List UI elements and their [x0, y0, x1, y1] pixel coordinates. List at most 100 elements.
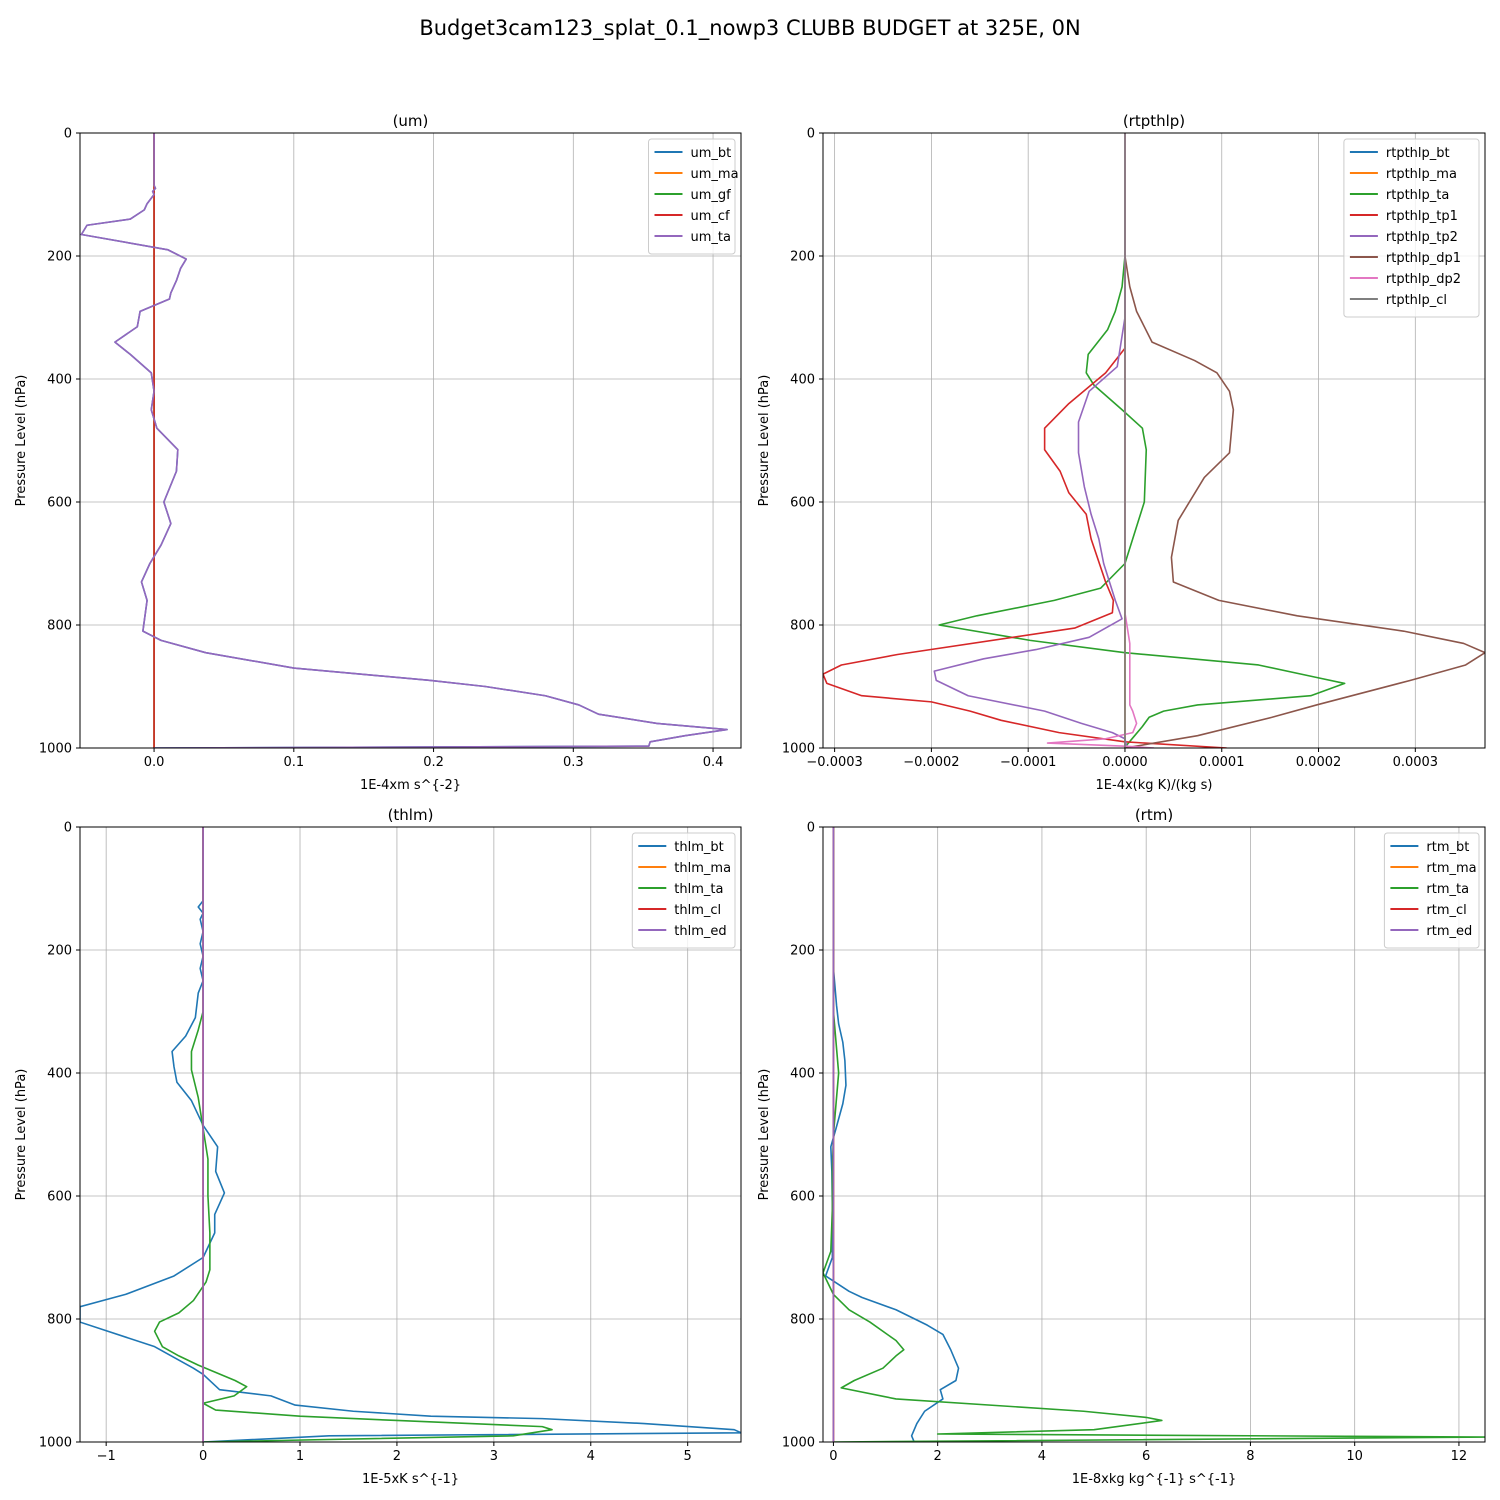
y-tick-label: 1000	[39, 1436, 72, 1451]
legend-label-rtpthlp_cl: rtpthlp_cl	[1386, 293, 1447, 308]
x-tick-label: 0.0	[144, 755, 165, 770]
legend-label-rtm_ma: rtm_ma	[1426, 861, 1476, 876]
y-tick-label: 0	[807, 821, 815, 836]
axes-frame	[79, 826, 742, 1443]
legend-label-rtm_ta: rtm_ta	[1426, 882, 1469, 897]
legend-box	[1343, 138, 1480, 318]
y-tick-label: 800	[790, 1313, 815, 1328]
legend-label-rtm_ed: rtm_ed	[1426, 924, 1472, 939]
legend: rtm_bt rtm_ma rtm_ta rtm_cl rtm_ed	[1383, 832, 1480, 949]
y-axis-label: Pressure Level (hPa)	[14, 375, 29, 507]
y-tick-label: 200	[790, 250, 815, 265]
x-tick-label: 3	[490, 1449, 498, 1464]
y-axis-label: Pressure Level (hPa)	[757, 1069, 772, 1201]
legend-label-thlm_ed: thlm_ed	[674, 924, 726, 939]
legend: um_bt um_ma um_gf um_cf um_ta	[648, 138, 739, 255]
y-tick-label: 0	[64, 821, 72, 836]
axes-frame	[822, 132, 1486, 749]
y-tick-label: 600	[790, 496, 815, 511]
y-tick-label: 600	[790, 1190, 815, 1205]
legend-label-rtpthlp_dp2: rtpthlp_dp2	[1386, 272, 1461, 287]
chart-3: 0 2 4 6 8 10 12 0 200 400 600 800 1000 (rtm) 1E-8xkg k…	[757, 806, 1486, 1487]
series-group	[80, 827, 741, 1442]
axes-frame	[79, 132, 742, 749]
legend-label-rtpthlp_ma: rtpthlp_ma	[1386, 167, 1457, 182]
legend-label-rtpthlp_tp1: rtpthlp_tp1	[1386, 209, 1458, 224]
legend-label-thlm_cl: thlm_cl	[674, 903, 721, 918]
x-tick-label: 4	[587, 1449, 595, 1464]
legend-label-rtpthlp_bt: rtpthlp_bt	[1386, 146, 1450, 161]
legend-label-rtpthlp_ta: rtpthlp_ta	[1386, 188, 1449, 203]
axes-frame	[822, 826, 1486, 1443]
series-line-rtpthlp_tp1	[823, 133, 1227, 748]
x-tick-label: −1	[97, 1449, 116, 1464]
x-tick-label: 0.0000	[1102, 755, 1148, 770]
legend: rtpthlp_bt rtpthlp_ma rtpthlp_ta rtpthlp_tp…	[1343, 138, 1480, 318]
x-axis-label: 1E-4x(kg K)/(kg s)	[1096, 778, 1213, 793]
x-tick-label: 6	[1142, 1449, 1150, 1464]
x-tick-label: 1	[296, 1449, 304, 1464]
x-tick-label: 0.0003	[1393, 755, 1439, 770]
chart-2: −1 0 1 2 3 4 5 0 200 400 600 800 1000 (thlm) 1E-5xK s^…	[14, 806, 742, 1487]
y-tick-label: 200	[47, 944, 72, 959]
series-line-rtm_bt	[824, 827, 960, 1442]
chart-title: (thlm)	[388, 806, 434, 824]
series-group	[80, 133, 728, 748]
y-tick-label: 200	[790, 944, 815, 959]
y-tick-label: 1000	[39, 742, 72, 757]
legend-label-rtm_bt: rtm_bt	[1426, 840, 1469, 855]
legend-label-thlm_ta: thlm_ta	[674, 882, 723, 897]
legend-label-um_ma: um_ma	[691, 167, 739, 182]
x-tick-label: −0.0002	[903, 755, 959, 770]
chart-title: (rtm)	[1135, 806, 1173, 824]
figure-title: Budget3cam123_splat_0.1_nowp3 CLUBB BUDG…	[419, 16, 1081, 40]
x-tick-label: 5	[684, 1449, 692, 1464]
chart-title: (um)	[393, 112, 429, 130]
y-tick-label: 400	[790, 1067, 815, 1082]
series-line-rtpthlp_ta	[938, 133, 1346, 748]
y-tick-label: 1000	[782, 1436, 815, 1451]
y-tick-label: 0	[64, 127, 72, 142]
series-group	[823, 133, 1485, 748]
x-tick-label: −0.0003	[806, 755, 862, 770]
y-tick-label: 400	[47, 373, 72, 388]
legend-label-um_cf: um_cf	[691, 209, 731, 224]
y-axis-label: Pressure Level (hPa)	[757, 375, 772, 507]
x-tick-label: 0	[829, 1449, 837, 1464]
legend-label-um_bt: um_bt	[691, 146, 732, 161]
legend-label-rtpthlp_dp1: rtpthlp_dp1	[1386, 251, 1461, 266]
y-tick-label: 800	[47, 619, 72, 634]
y-tick-label: 200	[47, 250, 72, 265]
y-tick-label: 0	[807, 127, 815, 142]
x-tick-label: 0.2	[423, 755, 444, 770]
x-tick-label: 0.4	[703, 755, 724, 770]
y-tick-label: 1000	[782, 742, 815, 757]
legend: thlm_bt thlm_ma thlm_ta thlm_cl thlm_ed	[631, 832, 736, 949]
y-tick-label: 400	[47, 1067, 72, 1082]
y-tick-label: 800	[47, 1313, 72, 1328]
x-tick-label: 12	[1451, 1449, 1468, 1464]
series-line-um_bt	[80, 133, 728, 748]
x-tick-label: 2	[934, 1449, 942, 1464]
x-tick-label: 0.0002	[1296, 755, 1342, 770]
legend-label-thlm_ma: thlm_ma	[674, 861, 731, 876]
legend-label-rtm_cl: rtm_cl	[1426, 903, 1466, 918]
chart-title: (rtpthlp)	[1123, 112, 1185, 130]
x-tick-label: 0	[199, 1449, 207, 1464]
x-tick-label: 0.3	[563, 755, 584, 770]
series-group	[823, 827, 1485, 1442]
series-line-um_ta	[80, 133, 728, 748]
y-axis-label: Pressure Level (hPa)	[14, 1069, 29, 1201]
legend-box	[631, 832, 736, 949]
legend-label-rtpthlp_tp2: rtpthlp_tp2	[1386, 230, 1458, 245]
x-tick-label: 8	[1246, 1449, 1254, 1464]
legend-label-um_ta: um_ta	[691, 230, 731, 245]
series-line-thlm_ta	[153, 827, 553, 1442]
legend-box	[648, 138, 736, 255]
series-line-rtpthlp_dp1	[1124, 133, 1485, 748]
chart-0: 0.0 0.1 0.2 0.3 0.4 0 200 400 600 800 1000 (um) 1E-4…	[14, 112, 742, 793]
series-line-rtm_ta	[823, 827, 1485, 1442]
series-line-rtpthlp_dp2	[1046, 133, 1155, 748]
y-tick-label: 600	[47, 496, 72, 511]
